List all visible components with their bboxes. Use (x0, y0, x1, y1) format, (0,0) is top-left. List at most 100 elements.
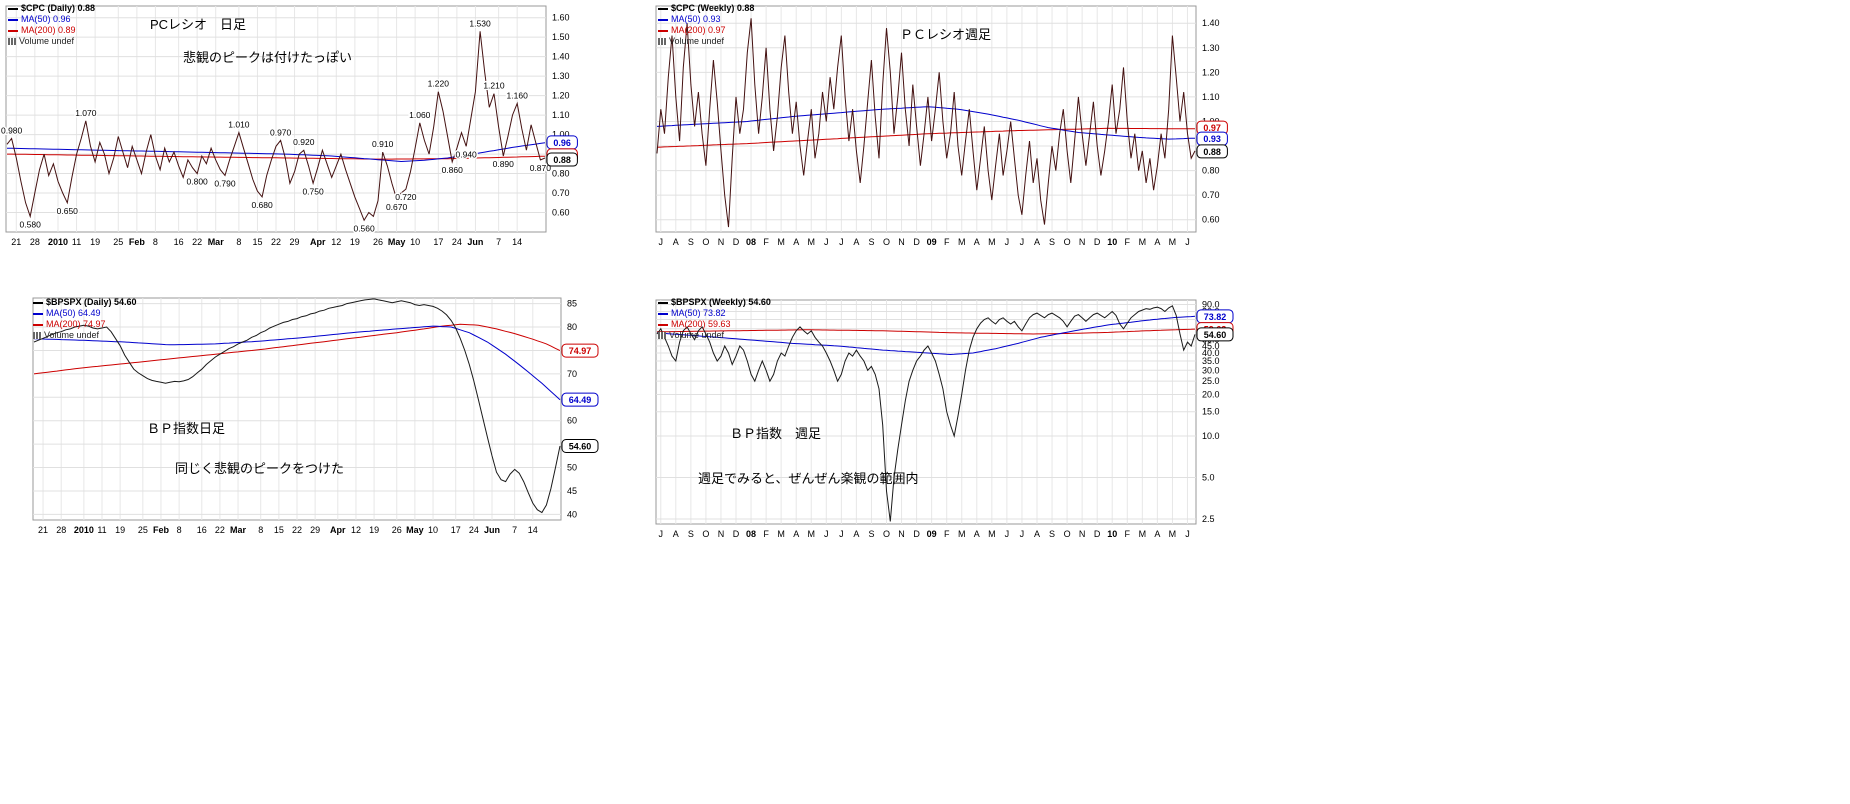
x-axis-tick-label: 24 (469, 525, 479, 535)
x-axis-tick-label: N (898, 529, 905, 539)
x-axis-tick-label: F (763, 237, 769, 247)
y-axis-tick-label: 85 (567, 299, 577, 309)
x-axis-tick-label: 8 (177, 525, 182, 535)
y-axis-tick-label: 1.30 (552, 71, 570, 81)
x-axis-tick-label: N (898, 237, 905, 247)
line-swatch-icon (33, 323, 43, 326)
bpspx-weekly-plot: J A S O N D 08 F M A M J J A S O N D 09 F M A M J J A S O N D 10 F M A M J9… (655, 299, 1234, 539)
y-axis-tick-label: 30.0 (1202, 365, 1220, 375)
legend-item-symbol: $CPC (Weekly) 0.88 (658, 3, 754, 14)
x-axis-tick-label: J (1005, 529, 1010, 539)
x-axis-tick-label: A (1034, 237, 1040, 247)
legend-item-symbol: $CPC (Daily) 0.88 (8, 3, 95, 14)
ma50-line (6, 142, 546, 163)
y-axis-tick-label: 0.80 (552, 169, 570, 179)
x-axis-tick-label: O (702, 237, 709, 247)
x-axis-tick-label: 19 (115, 525, 125, 535)
price-point-label: 1.160 (507, 90, 529, 100)
x-axis-tick-label: 12 (331, 237, 341, 247)
x-axis-tick-label: J (1185, 237, 1190, 247)
price-point-label: 1.530 (469, 18, 491, 28)
line-swatch-icon (33, 312, 43, 315)
x-axis-tick-label: S (868, 529, 874, 539)
line-swatch-icon (658, 312, 668, 315)
y-axis-tick-label: 70 (567, 369, 577, 379)
x-axis-tick-label: Apr (310, 237, 326, 247)
legend-item-ma: MA(50) 0.96 (8, 14, 95, 25)
legend-label: $CPC (Daily) 0.88 (21, 3, 96, 13)
last-value-badge-text: 73.82 (1204, 312, 1227, 322)
x-axis-tick-label: 19 (350, 237, 360, 247)
x-axis-tick-label: M (988, 529, 996, 539)
x-axis-tick-label: Mar (230, 525, 247, 535)
x-axis-tick-label: 22 (292, 525, 302, 535)
legend-label: $BPSPX (Weekly) 54.60 (671, 297, 771, 307)
x-axis-tick-label: 8 (258, 525, 263, 535)
last-value-badge-text: 54.60 (569, 442, 592, 452)
line-swatch-icon (658, 18, 668, 21)
legend-item-volume: Volume undef (658, 330, 771, 341)
last-value-badge-text: 0.93 (1203, 134, 1221, 144)
last-value-badge-text: 64.49 (569, 395, 592, 405)
price-point-label: 0.580 (20, 219, 42, 229)
x-axis-tick-label: 08 (746, 529, 756, 539)
legend-label: MA(200) 0.89 (21, 25, 76, 35)
x-axis-tick-label: M (1139, 529, 1147, 539)
chart-legend: $BPSPX (Daily) 54.60 MA(50) 64.49 MA(200) … (33, 297, 137, 341)
price-line (656, 18, 1196, 228)
legend-label: MA(50) 64.49 (46, 308, 101, 318)
legend-item-symbol: $BPSPX (Daily) 54.60 (33, 297, 137, 308)
y-axis-tick-label: 1.50 (552, 32, 570, 42)
line-swatch-icon (33, 301, 43, 304)
x-axis-tick-label: J (659, 237, 664, 247)
x-axis-tick-label: 22 (215, 525, 225, 535)
legend-label: $BPSPX (Daily) 54.60 (46, 297, 137, 307)
last-value-badge (1196, 144, 1228, 159)
price-point-label: 1.070 (75, 108, 97, 118)
y-axis-tick-label: 20.0 (1202, 390, 1220, 400)
x-axis-tick-label: S (868, 237, 874, 247)
x-axis-tick-label: F (944, 529, 950, 539)
y-axis-tick-label: 10.0 (1202, 431, 1220, 441)
x-axis-tick-label: A (974, 529, 980, 539)
x-axis-tick-label: N (718, 529, 725, 539)
legend-item-ma: MA(200) 0.89 (8, 25, 95, 36)
x-axis-tick-label: J (824, 237, 829, 247)
y-axis-tick-label: 45.0 (1202, 341, 1220, 351)
y-axis-tick-label: 1.20 (1202, 67, 1220, 77)
last-value-badge-text: 74.97 (569, 346, 592, 356)
price-point-label: 0.680 (251, 200, 273, 210)
x-axis-tick-label: S (688, 237, 694, 247)
x-axis-tick-label: F (944, 237, 950, 247)
x-axis-tick-label: J (1185, 529, 1190, 539)
x-axis-tick-label: A (1154, 237, 1160, 247)
x-axis-tick-label: Jun (484, 525, 500, 535)
x-axis-tick-label: 10 (1107, 237, 1117, 247)
x-axis-tick-label: 10 (428, 525, 438, 535)
x-axis-tick-label: 7 (496, 237, 501, 247)
y-axis-tick-label: 45 (567, 486, 577, 496)
x-axis-tick-label: 26 (373, 237, 383, 247)
cpc-weekly-plot: J A S O N D 08 F M A M J J A S O N D 09 F M A M J J A S O N D 10 F M A M J1… (655, 5, 1228, 247)
x-axis-tick-label: O (883, 237, 890, 247)
y-axis-tick-label: 15.0 (1202, 407, 1220, 417)
x-axis-tick-label: May (406, 525, 424, 535)
x-axis-tick-label: 28 (56, 525, 66, 535)
x-axis-tick-label: 24 (452, 237, 462, 247)
last-value-badge (546, 152, 578, 167)
x-axis-tick-label: A (853, 529, 859, 539)
x-axis-tick-label: J (1005, 237, 1010, 247)
volume-bars-icon (658, 332, 666, 339)
price-point-label: 0.910 (372, 139, 394, 149)
x-axis-tick-label: Jun (467, 237, 483, 247)
chart-bpspx-weekly: J A S O N D 08 F M A M J J A S O N D 09 F M A M J J A S O N D 10 F M A M J 9… (652, 292, 1237, 554)
legend-item-ma: MA(50) 64.49 (33, 308, 137, 319)
x-axis-tick-label: J (839, 237, 844, 247)
price-point-label: 0.790 (214, 179, 236, 189)
x-axis-tick-label: 09 (927, 529, 937, 539)
x-axis-tick-label: M (958, 237, 966, 247)
x-axis-tick-label: 10 (1107, 529, 1117, 539)
y-axis-tick-label: 40 (567, 509, 577, 519)
x-axis-tick-label: 22 (271, 237, 281, 247)
chart-title-overlay: ＢＰ指数日足 (147, 421, 226, 436)
